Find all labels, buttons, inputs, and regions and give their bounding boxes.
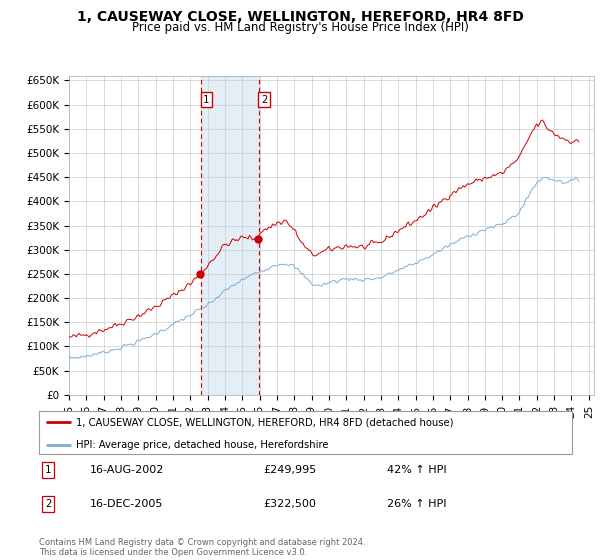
Text: HPI: Average price, detached house, Herefordshire: HPI: Average price, detached house, Here… xyxy=(77,440,329,450)
Text: 26% ↑ HPI: 26% ↑ HPI xyxy=(387,499,446,509)
Text: £249,995: £249,995 xyxy=(263,465,316,475)
Text: 2: 2 xyxy=(45,499,51,509)
FancyBboxPatch shape xyxy=(39,410,572,455)
Text: Contains HM Land Registry data © Crown copyright and database right 2024.
This d: Contains HM Land Registry data © Crown c… xyxy=(39,538,365,557)
Text: £322,500: £322,500 xyxy=(263,499,316,509)
Text: 42% ↑ HPI: 42% ↑ HPI xyxy=(387,465,446,475)
Text: 1: 1 xyxy=(45,465,51,475)
Bar xyxy=(201,76,259,395)
Text: 16-AUG-2002: 16-AUG-2002 xyxy=(90,465,164,475)
Text: 16-DEC-2005: 16-DEC-2005 xyxy=(90,499,163,509)
Text: 1, CAUSEWAY CLOSE, WELLINGTON, HEREFORD, HR4 8FD: 1, CAUSEWAY CLOSE, WELLINGTON, HEREFORD,… xyxy=(77,10,523,24)
Text: 1, CAUSEWAY CLOSE, WELLINGTON, HEREFORD, HR4 8FD (detached house): 1, CAUSEWAY CLOSE, WELLINGTON, HEREFORD,… xyxy=(77,417,454,427)
Text: 2: 2 xyxy=(261,95,267,105)
Text: Price paid vs. HM Land Registry's House Price Index (HPI): Price paid vs. HM Land Registry's House … xyxy=(131,21,469,34)
Text: 1: 1 xyxy=(203,95,209,105)
